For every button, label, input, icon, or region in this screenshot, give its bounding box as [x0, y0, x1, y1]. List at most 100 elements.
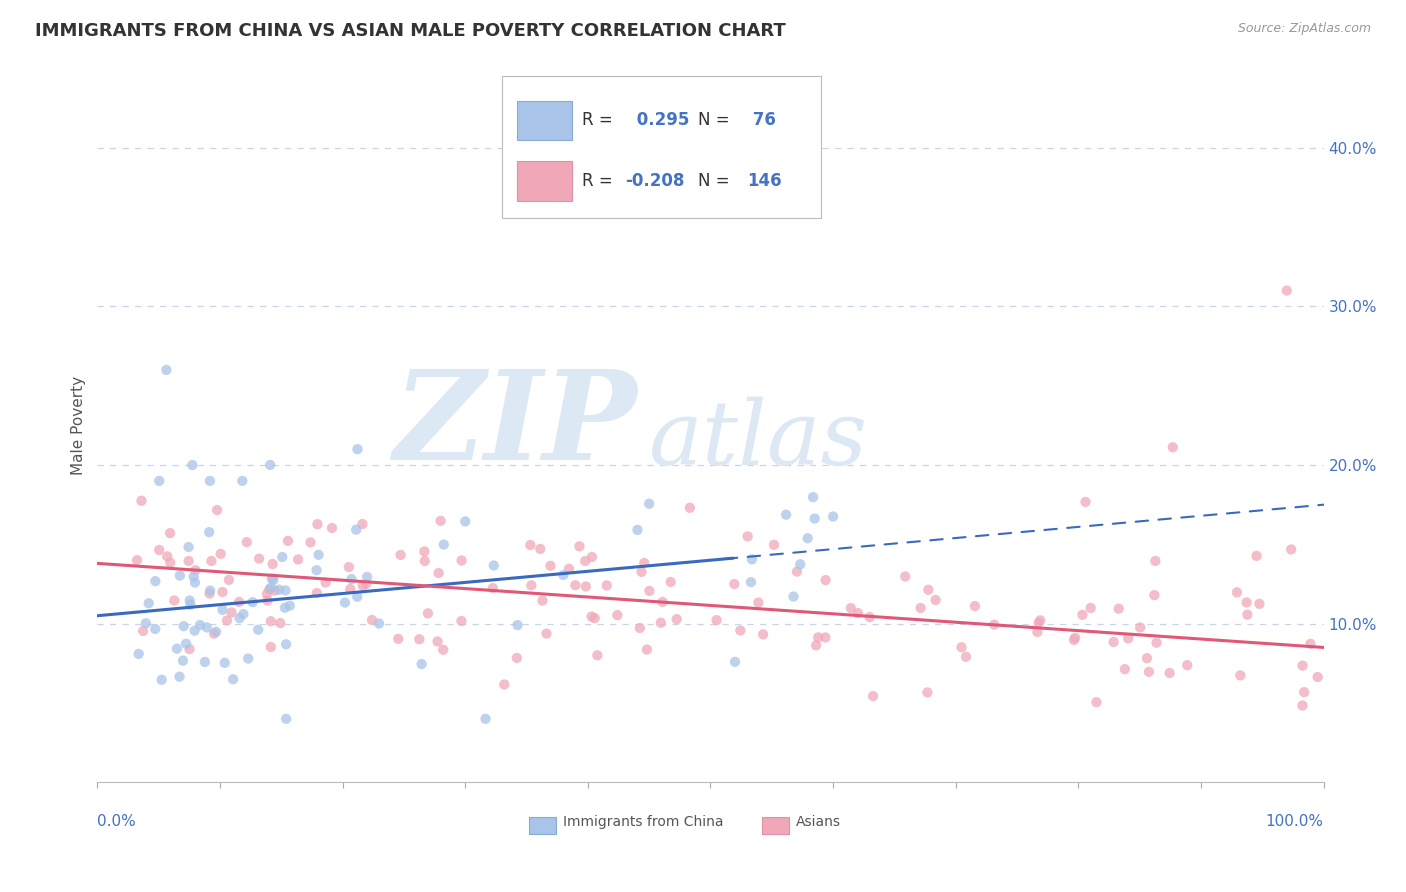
Point — [271, 550, 294, 565]
Point — [198, 525, 221, 540]
Point — [269, 616, 291, 631]
Bar — [517, 161, 572, 201]
Point — [917, 582, 939, 597]
Point — [242, 595, 264, 609]
Point — [287, 552, 309, 566]
Point — [156, 549, 179, 564]
Point — [575, 579, 598, 593]
Point — [747, 596, 769, 610]
Point — [1114, 662, 1136, 676]
Point — [1108, 601, 1130, 615]
Point — [135, 616, 157, 631]
FancyBboxPatch shape — [502, 76, 821, 219]
Point — [536, 626, 558, 640]
Point — [529, 541, 551, 556]
Point — [354, 577, 377, 591]
Point — [596, 578, 619, 592]
Point — [150, 673, 173, 687]
Point — [823, 509, 845, 524]
Point — [263, 583, 285, 598]
Point — [198, 583, 221, 598]
Point — [859, 610, 882, 624]
Point — [574, 554, 596, 568]
Point — [387, 632, 409, 646]
Point — [1102, 635, 1125, 649]
Point — [506, 618, 529, 632]
Point — [1294, 685, 1316, 699]
Point — [131, 493, 153, 508]
Point — [633, 556, 655, 570]
Point — [368, 616, 391, 631]
Point — [955, 649, 977, 664]
Point — [143, 622, 166, 636]
Point — [305, 586, 328, 600]
Point — [1137, 665, 1160, 679]
Point — [963, 599, 986, 613]
Point — [184, 563, 207, 577]
Point — [630, 565, 652, 579]
Point — [260, 614, 283, 628]
Point — [894, 569, 917, 583]
Point — [277, 533, 299, 548]
Point — [651, 595, 673, 609]
Point — [260, 640, 283, 654]
Point — [172, 654, 194, 668]
Point — [315, 575, 337, 590]
Bar — [517, 101, 572, 140]
Point — [814, 631, 837, 645]
Point — [163, 593, 186, 607]
Point — [1236, 607, 1258, 622]
Point — [1029, 613, 1052, 627]
Point — [183, 624, 205, 638]
Point — [796, 531, 818, 545]
Point — [222, 673, 245, 687]
Point — [236, 651, 259, 665]
Point — [803, 511, 825, 525]
Point — [1159, 665, 1181, 680]
Point — [1064, 631, 1087, 645]
Point — [179, 593, 201, 607]
Point — [1299, 637, 1322, 651]
Point — [626, 523, 648, 537]
Point — [1080, 601, 1102, 615]
Point — [247, 551, 270, 566]
Point — [679, 500, 702, 515]
Point — [177, 554, 200, 568]
Point — [1249, 597, 1271, 611]
Point — [221, 606, 243, 620]
Point — [454, 515, 477, 529]
Text: IMMIGRANTS FROM CHINA VS ASIAN MALE POVERTY CORRELATION CHART: IMMIGRANTS FROM CHINA VS ASIAN MALE POVE… — [35, 22, 786, 40]
Point — [183, 569, 205, 583]
Text: 76: 76 — [747, 111, 776, 129]
Point — [740, 575, 762, 590]
Point — [583, 611, 606, 625]
Point — [411, 657, 433, 671]
Point — [125, 553, 148, 567]
Point — [177, 540, 200, 554]
Point — [198, 586, 221, 600]
Point — [194, 655, 217, 669]
Point — [305, 563, 328, 577]
Point — [179, 642, 201, 657]
Point — [636, 642, 658, 657]
Point — [262, 557, 284, 571]
Text: ZIP: ZIP — [394, 365, 637, 486]
Point — [606, 608, 628, 623]
Point — [801, 490, 824, 504]
Point — [737, 529, 759, 543]
Point — [730, 624, 752, 638]
Point — [307, 517, 329, 532]
Point — [450, 614, 472, 628]
Point — [1063, 632, 1085, 647]
Point — [148, 474, 170, 488]
Point — [202, 626, 225, 640]
Point — [276, 712, 298, 726]
Point — [269, 582, 291, 597]
Text: -0.208: -0.208 — [624, 172, 683, 190]
Point — [1143, 588, 1166, 602]
Point — [786, 565, 808, 579]
Point — [132, 624, 155, 638]
Point — [558, 562, 581, 576]
Text: R =: R = — [582, 172, 613, 190]
Point — [553, 568, 575, 582]
